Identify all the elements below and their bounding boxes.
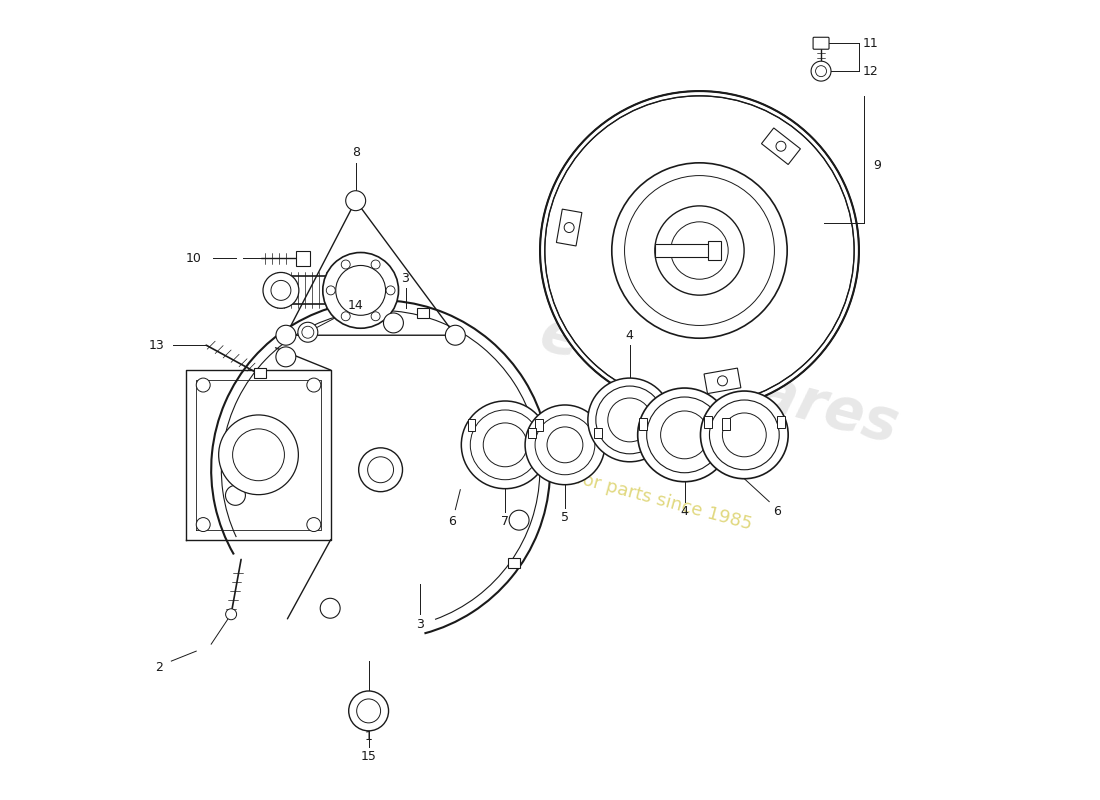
Circle shape xyxy=(371,260,381,269)
FancyBboxPatch shape xyxy=(639,418,647,430)
Circle shape xyxy=(367,457,394,482)
FancyBboxPatch shape xyxy=(722,418,730,430)
Circle shape xyxy=(776,142,785,151)
Text: 14: 14 xyxy=(348,299,364,312)
Text: a passion for parts since 1985: a passion for parts since 1985 xyxy=(486,446,754,534)
FancyBboxPatch shape xyxy=(704,368,741,394)
Text: 3: 3 xyxy=(417,618,425,630)
Circle shape xyxy=(461,401,549,489)
Text: 1: 1 xyxy=(365,730,373,743)
Circle shape xyxy=(811,61,830,81)
Circle shape xyxy=(446,326,465,345)
Text: 3: 3 xyxy=(402,272,409,285)
FancyBboxPatch shape xyxy=(468,419,475,431)
Circle shape xyxy=(322,253,398,328)
Circle shape xyxy=(608,398,651,442)
Text: 7: 7 xyxy=(502,515,509,528)
Circle shape xyxy=(298,322,318,342)
Circle shape xyxy=(564,222,574,233)
FancyBboxPatch shape xyxy=(557,209,582,246)
Circle shape xyxy=(717,376,727,386)
Circle shape xyxy=(815,66,826,77)
Circle shape xyxy=(386,286,395,295)
Circle shape xyxy=(544,96,854,405)
Circle shape xyxy=(263,273,299,308)
Circle shape xyxy=(226,609,236,620)
Text: 15: 15 xyxy=(361,750,376,763)
Circle shape xyxy=(336,266,386,315)
FancyBboxPatch shape xyxy=(777,416,784,427)
Circle shape xyxy=(701,391,789,478)
Circle shape xyxy=(535,415,595,474)
FancyBboxPatch shape xyxy=(594,428,602,438)
Circle shape xyxy=(710,400,779,470)
Circle shape xyxy=(661,411,708,458)
FancyBboxPatch shape xyxy=(535,419,542,431)
Text: 6: 6 xyxy=(773,505,781,518)
Text: 9: 9 xyxy=(873,159,881,172)
Text: 2: 2 xyxy=(155,661,163,674)
Circle shape xyxy=(647,397,723,473)
Circle shape xyxy=(276,347,296,367)
Text: 10: 10 xyxy=(185,252,201,265)
Circle shape xyxy=(341,312,350,321)
Circle shape xyxy=(345,190,365,210)
Circle shape xyxy=(638,388,732,482)
Circle shape xyxy=(327,286,336,295)
Text: eurospares: eurospares xyxy=(534,305,905,455)
Circle shape xyxy=(226,486,245,506)
Circle shape xyxy=(471,410,540,480)
Circle shape xyxy=(196,378,210,392)
Circle shape xyxy=(349,691,388,731)
FancyBboxPatch shape xyxy=(417,308,429,318)
Circle shape xyxy=(384,313,404,333)
Circle shape xyxy=(596,386,663,454)
FancyBboxPatch shape xyxy=(813,38,829,50)
Circle shape xyxy=(723,413,767,457)
Circle shape xyxy=(232,429,285,481)
Circle shape xyxy=(547,427,583,462)
Circle shape xyxy=(276,326,296,345)
Text: 6: 6 xyxy=(449,515,456,528)
Circle shape xyxy=(540,91,859,410)
Text: 5: 5 xyxy=(561,511,569,524)
FancyBboxPatch shape xyxy=(254,368,266,378)
FancyBboxPatch shape xyxy=(508,558,520,568)
Circle shape xyxy=(320,598,340,618)
Circle shape xyxy=(307,518,321,531)
Circle shape xyxy=(341,260,350,269)
Text: 11: 11 xyxy=(864,37,879,50)
Circle shape xyxy=(371,312,381,321)
Circle shape xyxy=(525,405,605,485)
Text: 8: 8 xyxy=(352,146,360,159)
Text: 13: 13 xyxy=(148,338,164,352)
Circle shape xyxy=(359,448,403,492)
Circle shape xyxy=(271,281,290,300)
FancyBboxPatch shape xyxy=(761,128,801,165)
Circle shape xyxy=(307,378,321,392)
Circle shape xyxy=(301,326,314,338)
Circle shape xyxy=(587,378,672,462)
FancyBboxPatch shape xyxy=(704,416,712,427)
FancyBboxPatch shape xyxy=(707,241,721,261)
FancyBboxPatch shape xyxy=(528,428,536,438)
Circle shape xyxy=(483,423,527,466)
Circle shape xyxy=(219,415,298,494)
Circle shape xyxy=(509,510,529,530)
Bar xyxy=(654,243,710,258)
Circle shape xyxy=(196,518,210,531)
FancyBboxPatch shape xyxy=(296,251,310,266)
Text: 4: 4 xyxy=(626,329,634,342)
Text: 12: 12 xyxy=(864,65,879,78)
Circle shape xyxy=(356,699,381,723)
Text: 4: 4 xyxy=(681,505,689,518)
